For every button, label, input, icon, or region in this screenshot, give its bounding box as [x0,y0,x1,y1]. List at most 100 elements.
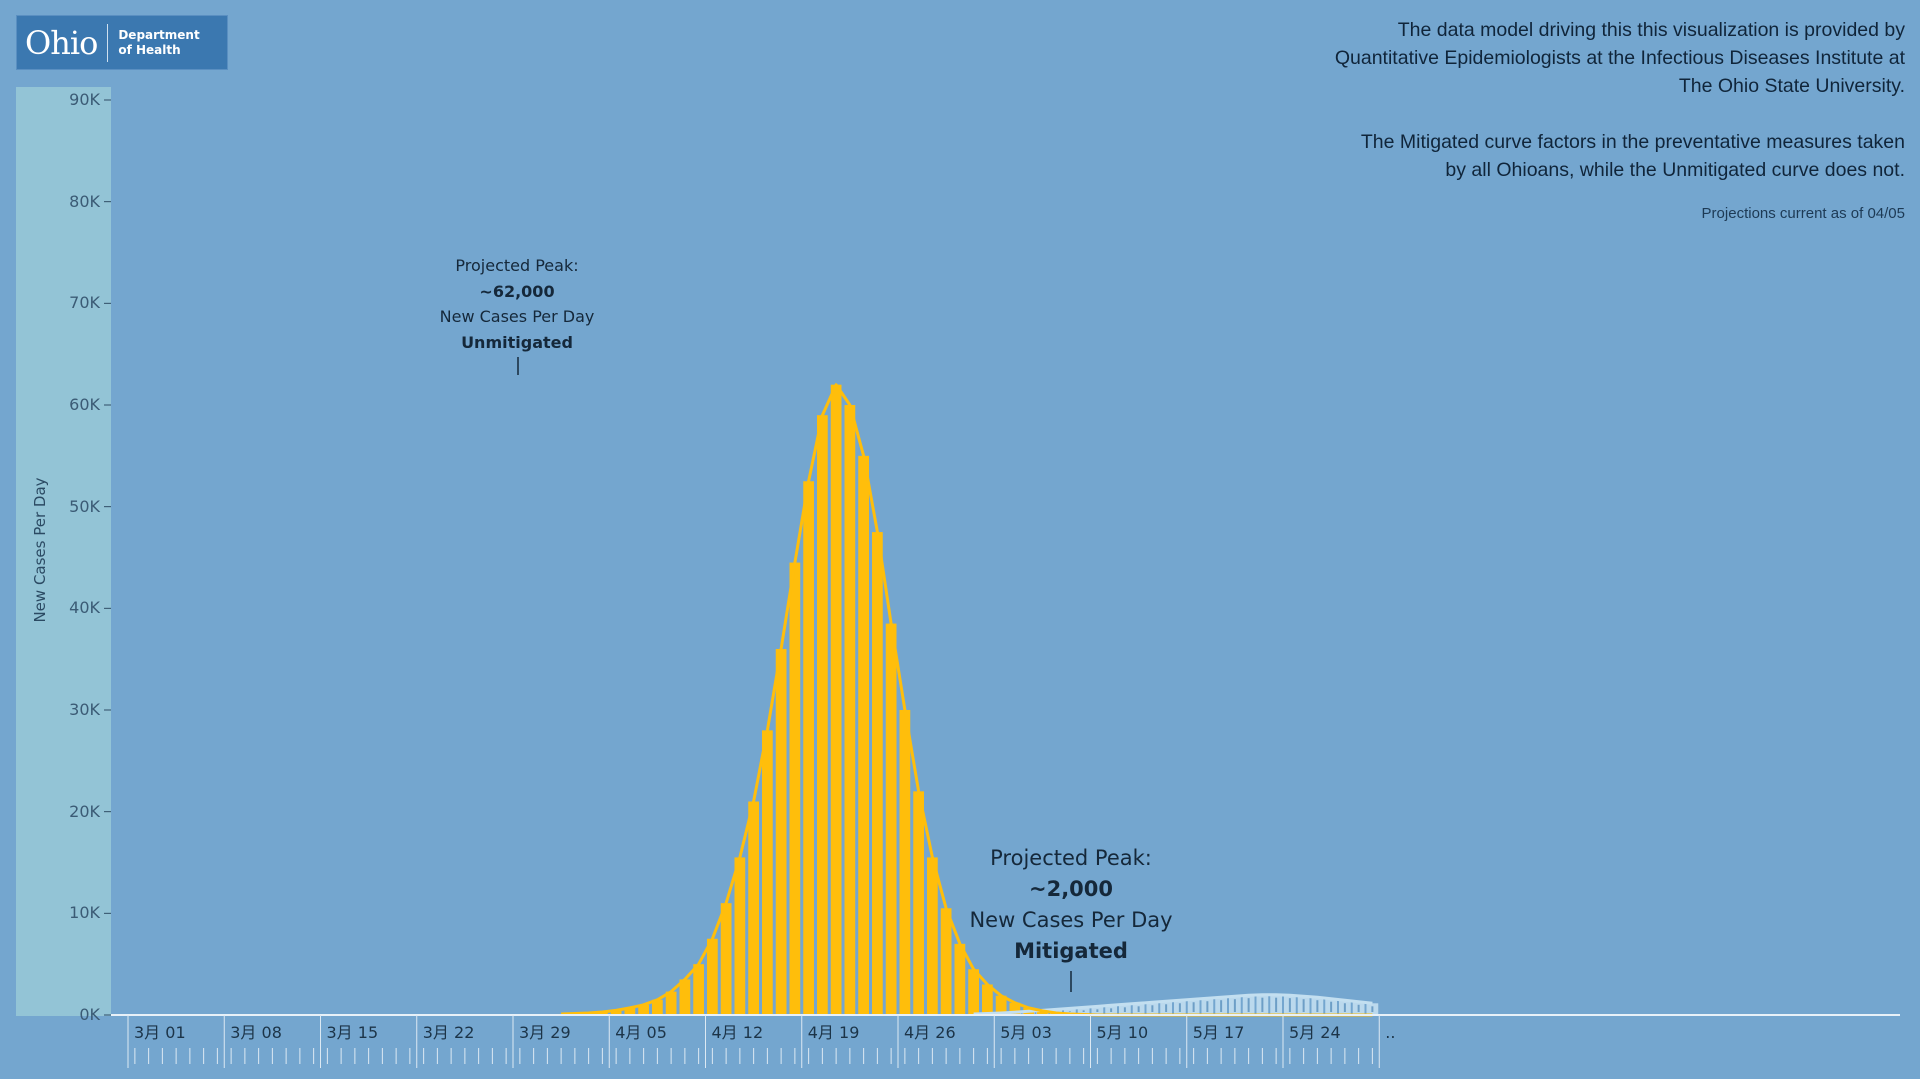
unmitigated-peak-label: Unmitigated [461,332,573,352]
mitigated-bar-mark [1302,999,1305,1012]
unmitigated-bar [775,649,787,1015]
unmitigated-bar [665,991,677,1015]
x-tick-label: 3月 01 [134,1023,186,1042]
mitigated-bar-mark [1178,1003,1181,1012]
mitigation-note: The Mitigated curve factors in the preve… [1165,128,1905,184]
logo-wordmark: Ohio [25,23,98,62]
y-tick-label: 0K [79,1005,100,1024]
mitigated-bar-mark [1247,998,1250,1012]
unmitigated-bar [748,801,759,1015]
y-tick-label: 60K [69,395,100,414]
x-tick-label: 5月 03 [1000,1023,1052,1042]
x-tick-label: 3月 08 [230,1023,282,1042]
source-note: The data model driving this this visuali… [1165,16,1905,100]
unmitigated-peak-annotation: Projected Peak: ~62,000 New Cases Per Da… [417,253,617,355]
unmitigated-bar [995,995,1007,1015]
mitigated-bar-mark [1110,1008,1113,1012]
unmitigated-bar [803,481,814,1015]
unmitigated-bar [720,903,732,1015]
mitigated-bar-mark [1261,997,1264,1012]
mitigated-bar-mark [1165,1004,1168,1012]
unmitigated-bar [1009,1002,1021,1015]
x-tick-label: 5月 24 [1289,1023,1341,1042]
mitigated-bar-mark [1371,1006,1374,1012]
mitigated-bar-mark [1233,999,1236,1012]
x-tick-label: .. [1385,1023,1395,1042]
unmitigated-bar [693,964,704,1015]
unmitigated-bar [789,562,801,1015]
unmitigated-peak-title: Projected Peak: [455,256,579,275]
unmitigated-bar [652,999,663,1015]
source-line-3: The Ohio State University. [1678,75,1905,97]
x-tick-label: 3月 29 [519,1023,571,1042]
mitigated-peak-value: ~2,000 [1028,877,1114,901]
unmitigated-bar [844,405,856,1015]
unmitigated-bar [734,857,746,1015]
x-tick-label: 5月 10 [1097,1023,1149,1042]
mitigation-line-2: by all Ohioans, while the Unmitigated cu… [1445,159,1905,181]
unmitigated-bar [624,1007,636,1015]
unmitigated-bar [610,1010,622,1015]
x-tick-label: 4月 26 [904,1023,956,1042]
y-tick-label: 50K [69,496,100,516]
unmitigated-bar [762,730,773,1015]
unmitigated-bars [555,384,1089,1016]
unmitigated-bar [830,384,842,1016]
x-tick-label: 3月 15 [327,1023,379,1042]
mitigated-bar-mark [1288,998,1291,1012]
x-tick-label: 3月 22 [423,1023,475,1042]
mitigated-bar-mark [1151,1005,1154,1012]
y-tick-label: 90K [69,90,100,109]
mitigated-bar-mark [1275,997,1278,1012]
logo-dept-line1: Department [118,27,200,42]
unmitigated-bar [899,710,911,1015]
mitigated-bar-mark [1206,1001,1209,1012]
mitigated-peak-unit: New Cases Per Day [969,908,1173,932]
logo-department: Department of Health [118,28,199,58]
mitigated-bar-mark [1192,1002,1195,1012]
mitigated-bar-mark [1137,1006,1140,1012]
unmitigated-bar [940,908,952,1015]
unmitigated-bar [954,943,966,1015]
unmitigated-bar [913,791,924,1015]
ohio-health-logo: Ohio Department of Health [16,15,228,70]
logo-dept-line2: of Health [118,42,181,57]
y-axis-band [16,87,111,1016]
mitigated-bar-mark [1068,1011,1071,1012]
unmitigated-bar [707,938,718,1015]
unmitigated-bar [858,455,869,1015]
x-tick-label: 4月 19 [808,1023,860,1042]
mitigated-bar-mark [1220,1000,1223,1012]
info-panel: The data model driving this this visuali… [1165,16,1905,256]
unmitigated-bar [885,623,897,1015]
unmitigated-peak-unit: New Cases Per Day [439,307,595,326]
mitigated-peak-title: Projected Peak: [990,846,1152,870]
y-tick-label: 40K [69,598,100,618]
y-tick-label: 20K [69,801,100,821]
unmitigated-peak-value: ~62,000 [479,281,555,301]
unmitigated-bar [1037,1010,1048,1015]
unmitigated-bar [638,1004,649,1015]
x-tick-label: 4月 12 [712,1023,764,1042]
axes: 3月 01 3月 08 3月 15 3月 22 3月 29 4月 05 4月 12 4月 19… [104,99,1900,1068]
unmitigated-bar [982,984,993,1015]
projections-date: Projections current as of 04/05 [1701,205,1905,222]
mitigated-peak-label: Mitigated [1014,939,1128,963]
source-line-2: Quantitative Epidemiologists at the Infe… [1334,47,1905,69]
y-tick-label: 10K [69,903,100,923]
unmitigated-bar [817,415,828,1016]
mitigated-bar-mark [1082,1010,1085,1012]
unmitigated-bar [968,969,979,1015]
unmitigated-bar [872,532,883,1015]
unmitigated-bar [927,857,938,1015]
mitigated-bar-mark [1123,1007,1126,1012]
source-line-1: The data model driving this this visuali… [1397,19,1905,41]
x-tick-label: 4月 05 [615,1023,667,1042]
mitigated-bar-mark [1330,1001,1333,1012]
mitigated-bar-mark [1096,1009,1099,1012]
unmitigated-bar [679,979,691,1015]
mitigation-line-1: The Mitigated curve factors in the preve… [1360,131,1905,153]
mitigated-peak-annotation: Projected Peak: ~2,000 New Cases Per Day… [941,843,1201,967]
